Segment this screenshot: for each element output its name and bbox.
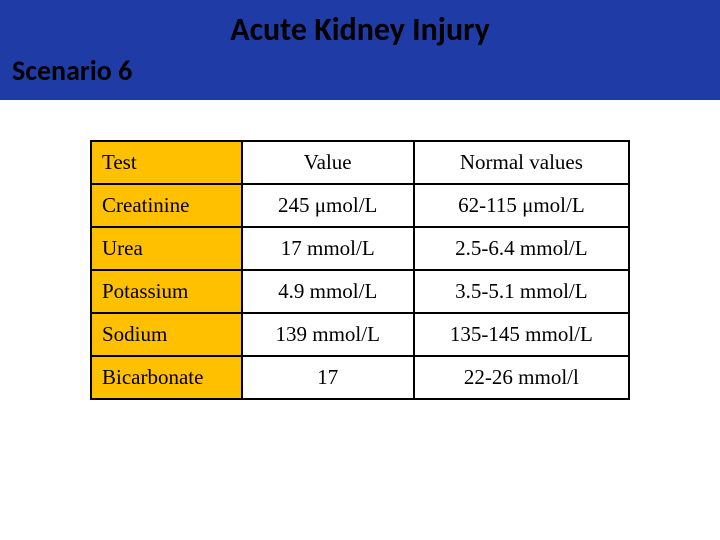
cell-value: 4.9 mmol/L <box>242 270 414 313</box>
table-container: Test Value Normal values Creatinine 245 … <box>0 100 720 400</box>
cell-value: 17 mmol/L <box>242 227 414 270</box>
col-header-value: Value <box>242 141 414 184</box>
table-row: Potassium 4.9 mmol/L 3.5-5.1 mmol/L <box>91 270 629 313</box>
cell-normal: 2.5-6.4 mmol/L <box>414 227 629 270</box>
col-header-test: Test <box>91 141 242 184</box>
cell-normal: 62-115 μmol/L <box>414 184 629 227</box>
page-title: Acute Kidney Injury <box>230 10 490 49</box>
table-row: Urea 17 mmol/L 2.5-6.4 mmol/L <box>91 227 629 270</box>
cell-value: 17 <box>242 356 414 399</box>
cell-value: 139 mmol/L <box>242 313 414 356</box>
lab-results-table: Test Value Normal values Creatinine 245 … <box>90 140 630 400</box>
table-row: Creatinine 245 μmol/L 62-115 μmol/L <box>91 184 629 227</box>
scenario-label: Scenario 6 <box>12 53 132 88</box>
cell-test: Bicarbonate <box>91 356 242 399</box>
cell-value: 245 μmol/L <box>242 184 414 227</box>
col-header-normal: Normal values <box>414 141 629 184</box>
cell-normal: 135-145 mmol/L <box>414 313 629 356</box>
cell-test: Urea <box>91 227 242 270</box>
slide-header: Acute Kidney Injury Scenario 6 <box>0 0 720 100</box>
table-row: Sodium 139 mmol/L 135-145 mmol/L <box>91 313 629 356</box>
cell-normal: 3.5-5.1 mmol/L <box>414 270 629 313</box>
table-row: Bicarbonate 17 22-26 mmol/l <box>91 356 629 399</box>
cell-test: Sodium <box>91 313 242 356</box>
cell-test: Creatinine <box>91 184 242 227</box>
table-header-row: Test Value Normal values <box>91 141 629 184</box>
cell-test: Potassium <box>91 270 242 313</box>
cell-normal: 22-26 mmol/l <box>414 356 629 399</box>
